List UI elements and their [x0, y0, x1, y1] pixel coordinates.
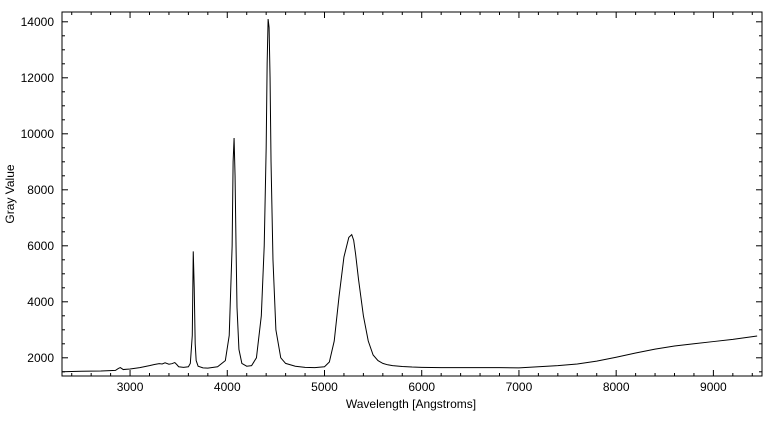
x-tick-label: 5000: [311, 380, 338, 394]
x-tick-label: 6000: [408, 380, 435, 394]
y-tick-label: 4000: [27, 295, 54, 309]
tick-labels: 3000 4000 5000 6000 7000 8000 9000 2000 4000 6000…: [21, 15, 727, 394]
y-tick-label: 8000: [27, 183, 54, 197]
y-axis-title: Gray Value: [3, 164, 17, 223]
y-tick-label: 2000: [27, 351, 54, 365]
x-tick-label: 3000: [117, 380, 144, 394]
y-tick-label: 12000: [21, 71, 55, 85]
x-tick-label: 7000: [506, 380, 533, 394]
x-axis-title: Wavelength [Angstroms]: [346, 397, 476, 411]
series-line: [61, 18, 758, 373]
x-tick-label: 8000: [603, 380, 630, 394]
y-tick-label: 14000: [21, 15, 55, 29]
x-tick-label: 4000: [214, 380, 241, 394]
x-tick-label: 9000: [700, 380, 727, 394]
y-tick-label: 6000: [27, 239, 54, 253]
y-tick-label: 10000: [21, 127, 55, 141]
plot-frame: [61, 11, 763, 377]
axis-ticks: [62, 12, 762, 376]
